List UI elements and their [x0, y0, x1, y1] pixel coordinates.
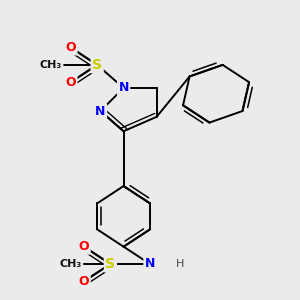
Text: S: S [92, 58, 102, 72]
Text: O: O [79, 240, 89, 253]
Text: N: N [95, 104, 106, 118]
Text: O: O [65, 76, 76, 89]
Text: H: H [176, 259, 184, 269]
Text: CH₃: CH₃ [60, 259, 82, 269]
Text: N: N [145, 257, 155, 271]
Text: O: O [65, 41, 76, 54]
Text: S: S [105, 257, 116, 271]
Text: N: N [118, 82, 129, 94]
Text: O: O [79, 275, 89, 288]
Text: CH₃: CH₃ [40, 60, 62, 70]
